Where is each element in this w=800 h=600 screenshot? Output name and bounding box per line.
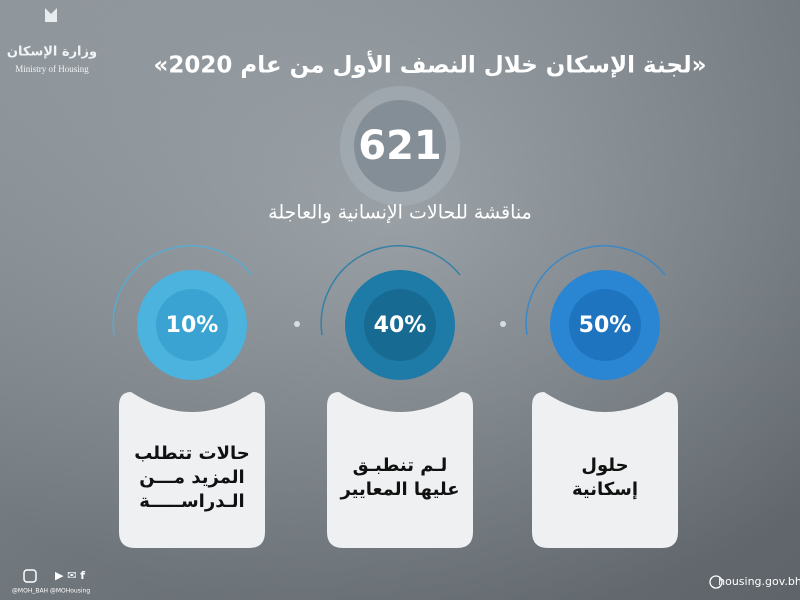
social-icons: ▶ ✉ f — [55, 569, 85, 582]
headline-caption: مناقشة للحالات الإنسانية والعاجلة — [268, 202, 532, 224]
logo: وزارة الإسكان Ministry of Housing — [7, 8, 97, 74]
headline-number: 621 — [358, 123, 442, 169]
footer-twitter: @MOHousing — [50, 588, 90, 595]
items: 50% حلول إسكانية 40% لـم تنطبـق عليها المعايي… — [112, 245, 678, 548]
card — [327, 392, 473, 548]
percent: 10% — [166, 313, 219, 338]
decor-arc — [112, 245, 253, 336]
connector-dot — [294, 321, 300, 327]
card-label: حلول — [581, 455, 628, 476]
card-label: المزيد مـــن — [139, 467, 244, 488]
logo-arabic: وزارة الإسكان — [7, 45, 97, 60]
card-label: الـدراســـــة — [139, 491, 244, 512]
percent: 50% — [579, 313, 632, 338]
card-label: حالات تتطلب — [134, 443, 250, 464]
percent-circle — [569, 289, 641, 361]
headline-circle — [354, 100, 446, 192]
decor-arc — [525, 245, 666, 336]
connector-dot — [500, 321, 506, 327]
card — [532, 392, 678, 548]
percent-circle — [364, 289, 436, 361]
footer-website: housing.gov.bh — [718, 575, 800, 588]
footer-instagram: @MOH_BAH — [12, 588, 48, 595]
web-icon — [709, 575, 723, 589]
percent: 40% — [374, 313, 427, 338]
instagram-icon — [23, 569, 37, 583]
card-label: لـم تنطبـق — [353, 455, 448, 476]
card — [119, 392, 265, 548]
decor-arc — [320, 245, 461, 336]
card-label: عليها المعايير — [339, 479, 459, 500]
card-label: إسكانية — [572, 479, 638, 500]
logo-english: Ministry of Housing — [15, 64, 89, 74]
percent-circle — [156, 289, 228, 361]
logo-emblem — [45, 8, 57, 22]
title: «لجنة الإسكان خلال النصف الأول من عام 20… — [154, 50, 707, 79]
